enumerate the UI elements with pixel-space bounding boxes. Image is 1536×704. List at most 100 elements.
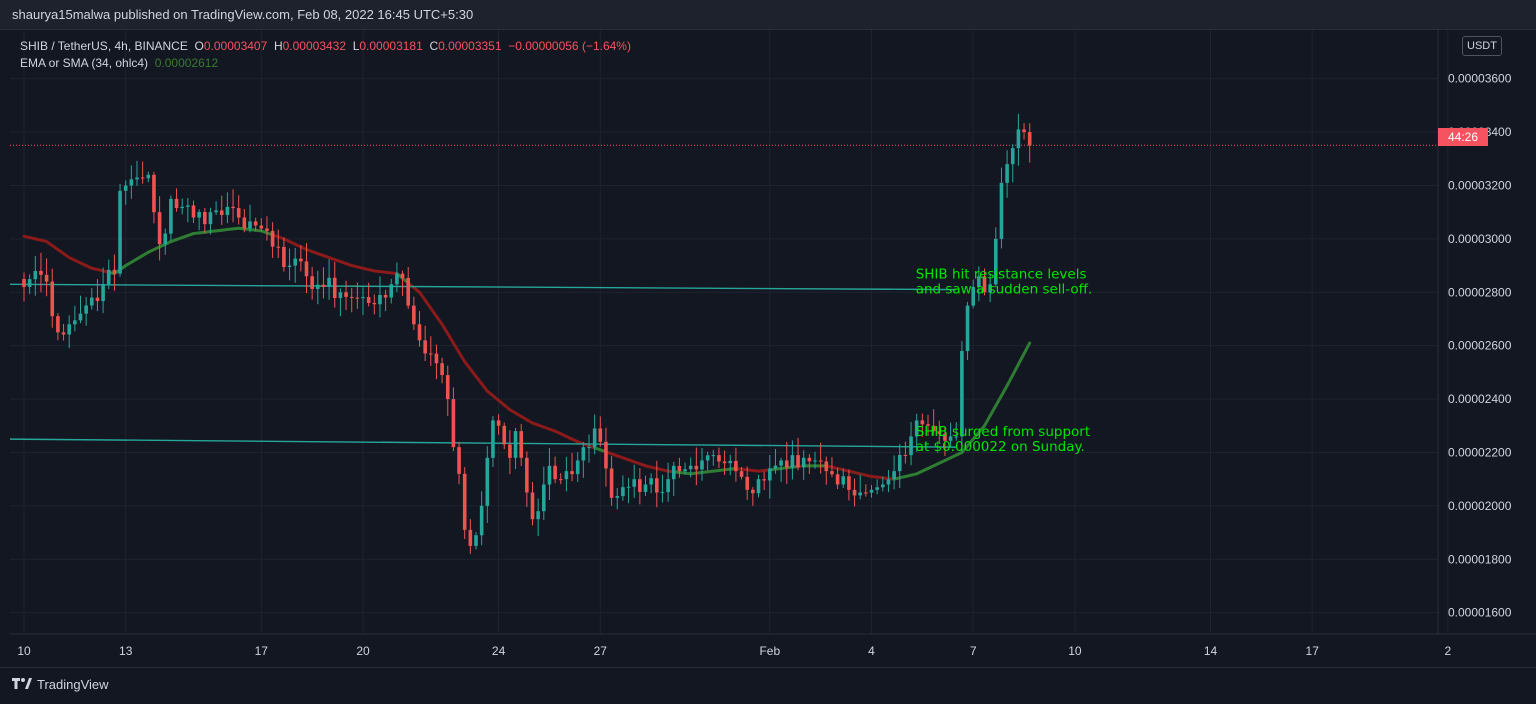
candle-body[interactable] — [282, 246, 286, 268]
candle-body[interactable] — [508, 444, 512, 458]
candle-body[interactable] — [801, 457, 806, 468]
candle-body[interactable] — [587, 447, 591, 449]
candle-body[interactable] — [897, 455, 902, 472]
candle-body[interactable] — [818, 460, 823, 462]
candle-body[interactable] — [412, 305, 416, 325]
candle-body[interactable] — [677, 465, 682, 472]
candle-body[interactable] — [705, 455, 710, 461]
candle-body[interactable] — [542, 484, 546, 512]
candle-body[interactable] — [310, 276, 314, 289]
candle-body[interactable] — [784, 460, 789, 468]
candle-body[interactable] — [598, 428, 603, 442]
candle-body[interactable] — [632, 479, 636, 487]
candle-body[interactable] — [423, 340, 427, 354]
candle-body[interactable] — [943, 433, 947, 441]
candle-body[interactable] — [406, 277, 410, 306]
candle-body[interactable] — [27, 279, 32, 287]
candle-body[interactable] — [841, 476, 846, 485]
candle-body[interactable] — [321, 284, 326, 287]
candle-body[interactable] — [400, 273, 405, 278]
candle-body[interactable] — [745, 476, 749, 490]
candle-body[interactable] — [378, 294, 382, 305]
candle-body[interactable] — [479, 505, 484, 536]
candle-body[interactable] — [728, 460, 733, 464]
candle-body[interactable] — [434, 353, 439, 364]
candle-body[interactable] — [73, 320, 77, 325]
candle-body[interactable] — [78, 313, 83, 321]
candle-body[interactable] — [513, 431, 518, 458]
candle-body[interactable] — [722, 461, 727, 464]
candle-body[interactable] — [700, 460, 704, 470]
candle-body[interactable] — [824, 461, 829, 472]
candle-body[interactable] — [960, 351, 964, 437]
candle-body[interactable] — [135, 177, 139, 180]
candle-body[interactable] — [429, 353, 433, 355]
candle-body[interactable] — [649, 478, 653, 485]
candle-body[interactable] — [1005, 164, 1009, 183]
candle-body[interactable] — [988, 284, 992, 293]
candle-body[interactable] — [112, 269, 117, 274]
candle-body[interactable] — [982, 276, 987, 293]
candle-body[interactable] — [468, 529, 473, 546]
candle-body[interactable] — [366, 297, 371, 303]
candle-body[interactable] — [157, 212, 162, 245]
candle-body[interactable] — [909, 436, 913, 456]
chart-pane[interactable]: 0.00001600 0.00001800 0.00002000 0.00002200… — [10, 30, 1536, 664]
resistance-trendline[interactable] — [10, 283, 957, 291]
candle-body[interactable] — [756, 479, 761, 494]
candle-body[interactable] — [892, 471, 896, 480]
candle-body[interactable] — [140, 177, 145, 179]
candle-body[interactable] — [338, 292, 343, 298]
candle-body[interactable] — [553, 465, 557, 480]
candle-body[interactable] — [389, 284, 394, 298]
candle-body[interactable] — [779, 460, 783, 466]
candle-body[interactable] — [22, 278, 26, 287]
candle-body[interactable] — [344, 292, 348, 297]
candle-body[interactable] — [299, 258, 303, 262]
candle-body[interactable] — [214, 210, 218, 213]
candle-body[interactable] — [332, 277, 337, 298]
candle-body[interactable] — [169, 198, 173, 234]
indicator-label[interactable]: EMA or SMA (34, ohlc4) — [20, 56, 149, 70]
candle-body[interactable] — [163, 233, 168, 245]
candle-body[interactable] — [575, 460, 580, 475]
candle-body[interactable] — [1010, 148, 1015, 165]
candlestick-chart[interactable]: 0.00001600 0.00001800 0.00002000 0.00002200… — [10, 30, 1536, 664]
candle-body[interactable] — [50, 281, 55, 317]
candle-body[interactable] — [293, 258, 297, 266]
candle-body[interactable] — [180, 206, 184, 209]
candle-body[interactable] — [773, 465, 778, 469]
candle-body[interactable] — [106, 269, 111, 285]
support-trendline[interactable] — [10, 438, 957, 448]
candle-body[interactable] — [118, 190, 122, 274]
candle-body[interactable] — [129, 179, 134, 186]
candle-body[interactable] — [570, 471, 574, 475]
candle-body[interactable] — [666, 479, 670, 493]
candle-body[interactable] — [796, 455, 800, 468]
candle-body[interactable] — [954, 436, 959, 438]
candle-body[interactable] — [875, 487, 879, 490]
candle-body[interactable] — [236, 208, 241, 218]
candle-body[interactable] — [383, 294, 388, 298]
candle-body[interactable] — [999, 182, 1004, 239]
candle-body[interactable] — [304, 261, 309, 277]
candle-body[interactable] — [56, 316, 60, 333]
candle-body[interactable] — [259, 225, 264, 229]
candle-body[interactable] — [44, 274, 49, 282]
candle-body[interactable] — [547, 465, 552, 485]
candle-body[interactable] — [643, 484, 648, 492]
candle-body[interactable] — [615, 496, 620, 498]
candle-body[interactable] — [219, 210, 224, 216]
candle-body[interactable] — [835, 474, 840, 485]
candle-body[interactable] — [931, 425, 936, 432]
candle-body[interactable] — [496, 420, 501, 426]
candle-body[interactable] — [858, 492, 862, 496]
candle-body[interactable] — [349, 296, 354, 298]
candle-body[interactable] — [361, 297, 365, 299]
candle-body[interactable] — [316, 284, 320, 289]
candle-body[interactable] — [474, 535, 478, 546]
candle-body[interactable] — [711, 455, 716, 457]
candle-body[interactable] — [502, 425, 507, 445]
candle-body[interactable] — [242, 217, 247, 229]
candle-body[interactable] — [977, 276, 981, 287]
